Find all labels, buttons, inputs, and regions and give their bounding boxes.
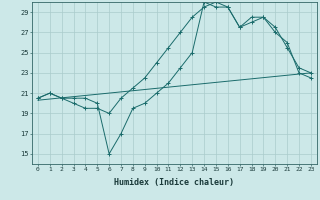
X-axis label: Humidex (Indice chaleur): Humidex (Indice chaleur) (115, 178, 234, 187)
